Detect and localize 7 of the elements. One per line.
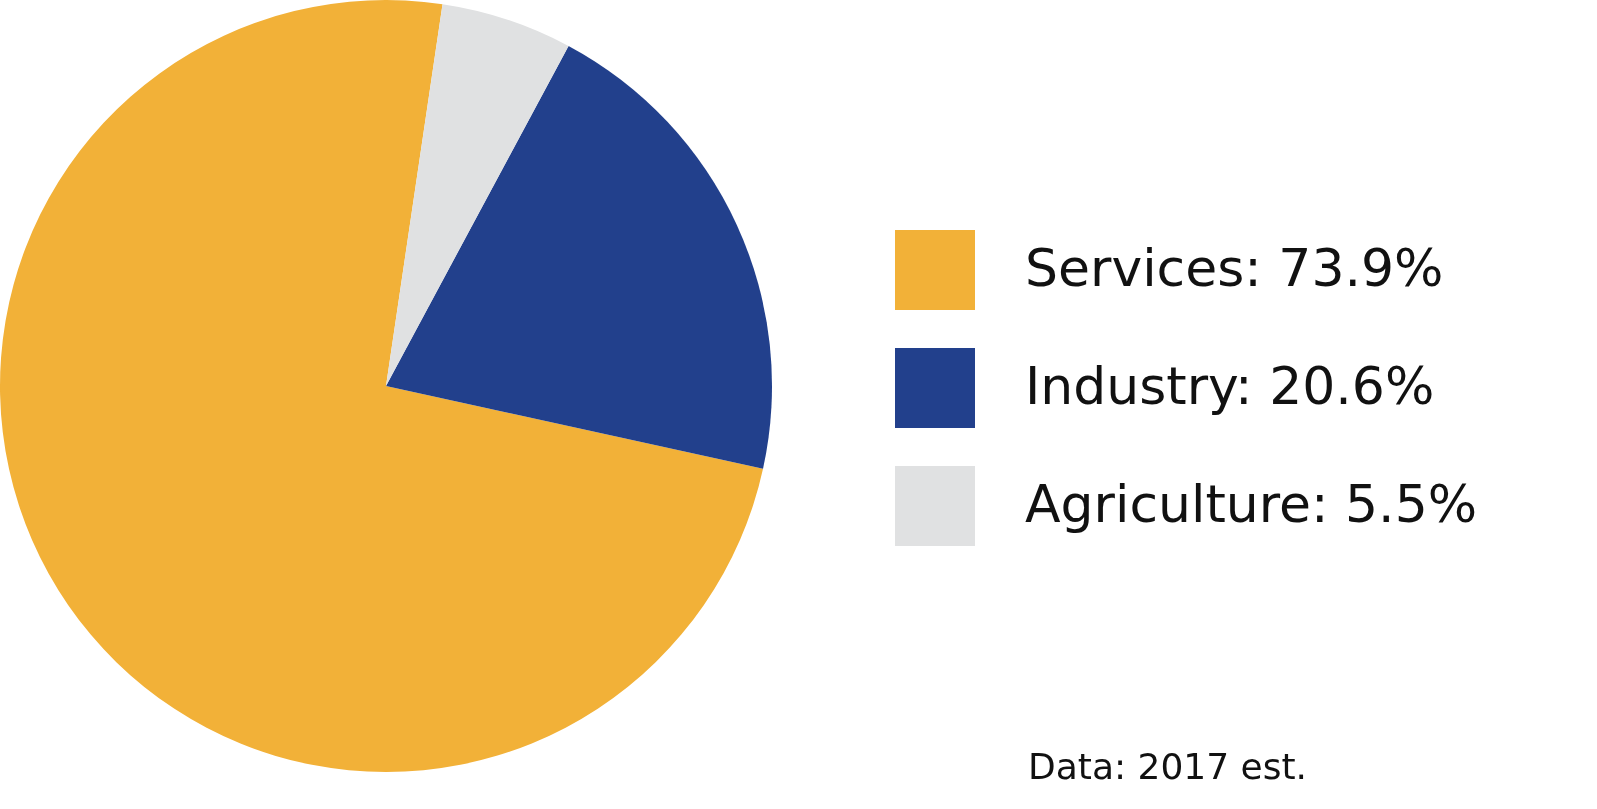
text: Data: 2017 est. bbox=[1028, 746, 1308, 787]
legend-label: Services: 73.9% bbox=[1025, 238, 1444, 298]
pie-slice bbox=[386, 45, 772, 469]
pie-slice bbox=[0, 0, 764, 772]
legend-label: Agriculture: 5.5% bbox=[1025, 474, 1478, 534]
legend-label: Industry: 20.6% bbox=[1025, 356, 1435, 416]
pie-slice bbox=[386, 4, 569, 386]
